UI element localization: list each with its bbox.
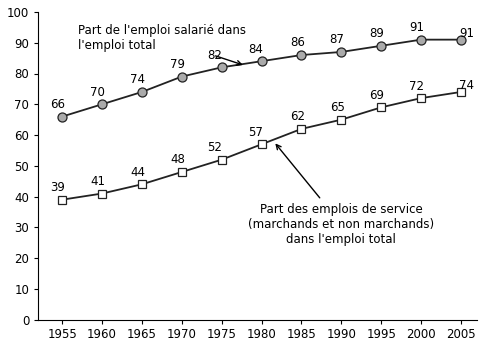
Text: 79: 79 <box>170 58 185 71</box>
Text: 86: 86 <box>289 37 304 49</box>
Text: 70: 70 <box>90 86 105 99</box>
Text: 41: 41 <box>90 175 105 188</box>
Text: 84: 84 <box>248 43 263 56</box>
Text: 65: 65 <box>329 101 344 114</box>
Text: 91: 91 <box>458 27 473 40</box>
Text: 66: 66 <box>50 98 65 111</box>
Text: 44: 44 <box>130 166 145 179</box>
Text: 91: 91 <box>408 21 424 34</box>
Text: 52: 52 <box>207 141 222 154</box>
Text: 69: 69 <box>369 89 384 102</box>
Text: 48: 48 <box>170 153 185 166</box>
Text: 62: 62 <box>289 110 304 123</box>
Text: Part des emplois de service
(marchands et non marchands)
dans l'emploi total: Part des emplois de service (marchands e… <box>248 144 434 246</box>
Text: Part de l'emploi salarié dans
l'emploi total: Part de l'emploi salarié dans l'emploi t… <box>78 24 245 65</box>
Text: 82: 82 <box>207 49 222 62</box>
Text: 89: 89 <box>369 27 384 40</box>
Text: 39: 39 <box>50 181 65 194</box>
Text: 87: 87 <box>329 33 344 46</box>
Text: 72: 72 <box>408 80 424 93</box>
Text: 74: 74 <box>458 79 473 92</box>
Text: 57: 57 <box>248 126 263 139</box>
Text: 74: 74 <box>130 73 145 86</box>
